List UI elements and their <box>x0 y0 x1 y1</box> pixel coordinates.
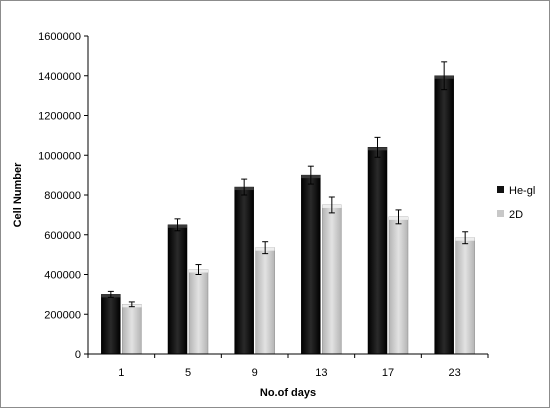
error-bar <box>441 61 448 91</box>
x-tick-label: 5 <box>185 367 191 379</box>
x-tick-label: 9 <box>252 367 258 379</box>
y-tick-label: 200000 <box>44 309 81 321</box>
legend-swatch-he-gl <box>497 186 504 193</box>
bar-he-gl <box>367 147 388 355</box>
error-bar <box>107 290 114 298</box>
legend-swatch-2d <box>497 210 504 217</box>
y-tick-label: 0 <box>75 349 81 361</box>
bars <box>101 75 475 355</box>
bar-2d <box>455 237 475 355</box>
y-tick-label: 1600000 <box>38 31 81 43</box>
y-tick-label: 400000 <box>44 270 81 282</box>
x-tick-label: 17 <box>382 367 394 379</box>
x-tick-label: 13 <box>315 367 327 379</box>
legend-label-2d: 2D <box>509 209 523 221</box>
bar-he-gl <box>301 174 321 355</box>
bar-he-gl <box>167 224 188 355</box>
y-tick-label: 600000 <box>44 230 81 242</box>
y-tick-label: 1000000 <box>38 150 81 162</box>
error-bar <box>328 196 335 214</box>
x-tick-label: 23 <box>449 367 461 379</box>
bar-he-gl <box>234 186 254 355</box>
y-axis-ticks: 0 200000 400000 600000 800000 1000000 1200000 1… <box>38 31 88 361</box>
bar-he-gl <box>434 75 454 355</box>
x-axis-title: No.of days <box>260 387 316 399</box>
error-bar <box>262 241 269 255</box>
bar-2d <box>188 269 209 355</box>
error-bar <box>128 301 135 308</box>
y-tick-label: 1200000 <box>38 111 81 123</box>
legend-label-he-gl: He-gl <box>509 185 535 197</box>
x-tick-label: 1 <box>118 367 124 379</box>
y-tick-label: 1400000 <box>38 71 81 83</box>
y-tick-label: 800000 <box>44 190 81 202</box>
error-bar <box>462 231 469 245</box>
y-axis-title: Cell Number <box>12 162 24 228</box>
error-bar <box>374 136 381 158</box>
bar-2d <box>388 216 409 355</box>
bar-2d <box>322 204 342 355</box>
legend: He-gl 2D <box>497 185 535 221</box>
x-axis-ticks: 1 5 9 13 17 23 <box>87 354 489 379</box>
error-bar <box>307 165 314 185</box>
error-bars <box>107 61 469 308</box>
error-bar <box>241 178 248 196</box>
error-bar <box>395 209 402 225</box>
bar-he-gl <box>101 294 121 355</box>
error-bar <box>195 264 202 275</box>
bar-2d <box>122 304 142 355</box>
bar-2d <box>255 247 275 355</box>
error-bar <box>174 218 181 232</box>
